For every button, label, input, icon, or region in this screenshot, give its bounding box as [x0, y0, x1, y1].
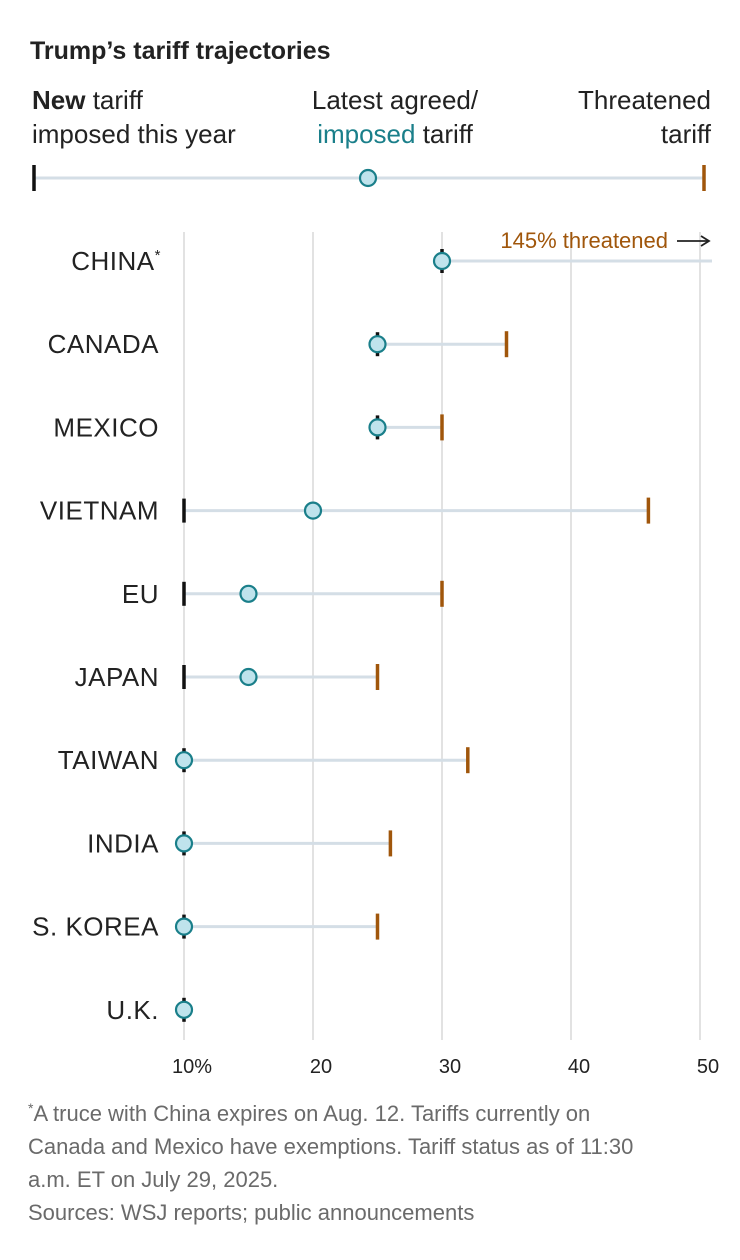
- country-label-eu: EU: [122, 579, 159, 609]
- agreed-dot-u-k: [174, 1000, 194, 1019]
- agreed-dot-japan: [239, 667, 258, 687]
- agreed-dot-china: [432, 251, 452, 271]
- legend-key: [32, 165, 706, 191]
- legend-new-rest: tariff: [93, 85, 144, 115]
- agreed-dot-canada: [368, 335, 387, 354]
- country-label-taiwan: TAIWAN: [58, 745, 159, 775]
- data-rows: CHINA* 145% threatened CANADA MEXICO VIETNAM…: [32, 228, 712, 1025]
- country-label-u-k: U.K.: [106, 995, 159, 1025]
- legend-new-line2: imposed this year: [32, 119, 236, 149]
- legend-agreed-colored: imposed: [317, 119, 415, 149]
- agreed-dot-india: [174, 834, 194, 853]
- legend-new-bold: New: [32, 85, 86, 115]
- country-label-mexico: MEXICO: [53, 412, 159, 442]
- legend-agreed-line1: Latest agreed/: [312, 85, 479, 115]
- agreed-dot-vietnam: [303, 501, 323, 520]
- legend-agreed-rest: tariff: [423, 119, 474, 149]
- agreed-dot-mexico: [368, 418, 387, 437]
- footnote-line-1: *A truce with China expires on Aug. 12. …: [28, 1100, 590, 1126]
- chart-title: Trump’s tariff trajectories: [30, 37, 331, 65]
- legend-new-line1: New tariff: [32, 85, 144, 115]
- agreed-dot-taiwan: [174, 751, 194, 770]
- x-tick-label-10: 10%: [172, 1056, 212, 1078]
- country-label-india: INDIA: [87, 828, 159, 858]
- x-tick-label-40: 40: [568, 1056, 590, 1078]
- agreed-dot-s-korea: [174, 917, 194, 936]
- legend-threatened-line2: tariff: [661, 119, 712, 149]
- sources-line: Sources: WSJ reports; public announcemen…: [28, 1200, 474, 1225]
- row-eu: EU: [122, 579, 444, 609]
- row-mexico: MEXICO: [53, 412, 444, 442]
- x-tick-label-30: 30: [439, 1056, 461, 1078]
- x-axis-tick-labels: 10% 20 30 40 50: [172, 1056, 719, 1078]
- grid-lines: [183, 232, 701, 1040]
- country-label-vietnam: VIETNAM: [40, 496, 159, 526]
- row-india: INDIA: [87, 828, 393, 858]
- row-vietnam: VIETNAM: [40, 496, 651, 526]
- footnote-line-1-text: A truce with China expires on Aug. 12. T…: [33, 1101, 590, 1126]
- row-u-k: U.K.: [106, 995, 194, 1025]
- offscale-arrowhead-china: [700, 235, 711, 247]
- offscale-annotation-china: 145% threatened: [500, 228, 668, 253]
- row-canada: CANADA: [48, 329, 509, 359]
- row-china: CHINA* 145% threatened: [71, 228, 712, 276]
- row-taiwan: TAIWAN: [58, 745, 470, 775]
- footnote-line-3: a.m. ET on July 29, 2025.: [28, 1167, 278, 1192]
- x-tick-label-50: 50: [697, 1056, 719, 1078]
- legend-agreed-dot: [358, 168, 378, 188]
- country-footnote-mark: *: [155, 247, 161, 264]
- legend-agreed-line2: imposed tariff: [317, 119, 473, 149]
- row-s-korea: S. KOREA: [32, 912, 380, 942]
- country-label-china: CHINA*: [71, 246, 161, 276]
- country-label-canada: CANADA: [48, 329, 160, 359]
- agreed-dot-eu: [239, 584, 258, 603]
- footnote-mark: *: [28, 1100, 34, 1116]
- country-label-japan: JAPAN: [75, 662, 159, 692]
- x-tick-label-20: 20: [310, 1056, 332, 1078]
- country-label-s-korea: S. KOREA: [32, 912, 159, 942]
- row-japan: JAPAN: [75, 662, 380, 692]
- legend-threatened-line1: Threatened: [578, 85, 711, 115]
- footnote-line-2: Canada and Mexico have exemptions. Tarif…: [28, 1134, 633, 1159]
